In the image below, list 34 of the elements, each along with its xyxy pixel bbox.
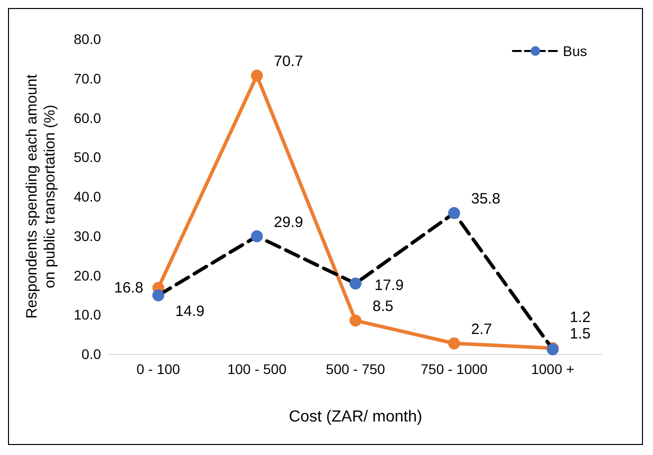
y-axis-title: Respondents spending each amount on public transportation (%) [24,73,58,319]
y-tick-label: 70.0 [74,70,102,86]
point [250,70,263,82]
y-tick-label: 20.0 [74,267,102,284]
data-label: 35.8 [471,190,500,208]
data-label: 1.5 [570,326,591,343]
x-tick-label: 750 - 1000 [420,361,488,377]
legend-label: Bus [562,43,587,59]
point [250,230,263,242]
x-tick-label: 500 - 750 [326,361,386,377]
data-label: 70.7 [274,53,304,70]
data-label: 1.2 [570,308,591,326]
point [152,289,164,302]
y-tick-label: 0.0 [82,346,102,362]
point [448,337,460,350]
data-label: 29.9 [274,214,304,231]
data-label: 17.9 [374,277,404,294]
y-tick-label: 80.0 [74,31,102,47]
y-tick-label: 60.0 [74,110,102,126]
x-axis-title: Cost (ZAR/ month) [288,408,422,426]
x-tick-label: 100 - 500 [227,361,287,377]
data-label: 2.7 [471,320,492,338]
data-label: 16.8 [114,279,144,296]
x-tick-label: 0 - 100 [136,361,180,377]
data-label: 8.5 [372,298,394,316]
x-tick-label: 1000 + [531,361,574,377]
data-label: 14.9 [175,302,205,320]
point [350,314,362,327]
y-tick-label: 10.0 [74,306,102,323]
y-tick-label: 50.0 [74,149,102,166]
point [350,278,362,290]
y-tick-label: 40.0 [74,188,102,204]
y-tick-label: 30.0 [74,228,102,244]
point [448,207,460,220]
